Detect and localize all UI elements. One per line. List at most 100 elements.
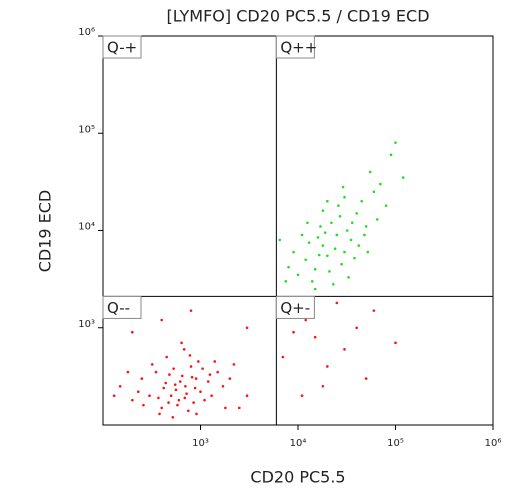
- x-tick-label: 10³: [192, 438, 209, 449]
- point: [363, 233, 366, 237]
- point: [203, 398, 206, 402]
- point: [177, 398, 181, 402]
- point: [304, 318, 308, 322]
- point: [195, 412, 198, 416]
- point: [126, 370, 130, 374]
- point: [157, 396, 160, 400]
- point: [150, 363, 154, 366]
- point: [142, 403, 145, 407]
- point: [330, 221, 333, 225]
- point: [213, 360, 217, 363]
- point: [169, 394, 173, 398]
- point: [245, 394, 249, 398]
- quadrant-box: [275, 295, 315, 319]
- point: [331, 282, 335, 286]
- quadrant-box: [275, 35, 315, 59]
- point: [167, 401, 170, 404]
- point: [337, 204, 340, 207]
- point: [343, 348, 346, 351]
- point: [333, 247, 337, 250]
- point: [284, 280, 288, 283]
- point: [307, 241, 311, 244]
- point: [112, 394, 116, 398]
- y-tick-label: 10⁵: [78, 124, 95, 135]
- point: [366, 250, 370, 254]
- point: [341, 185, 345, 189]
- quadrant-label: Q+-: [280, 299, 310, 317]
- point: [165, 355, 168, 359]
- point: [221, 385, 225, 388]
- point: [313, 335, 317, 339]
- point: [131, 330, 134, 334]
- point: [162, 386, 166, 390]
- point: [355, 326, 359, 330]
- point: [321, 244, 325, 247]
- point: [394, 341, 397, 345]
- point: [317, 253, 321, 257]
- point: [313, 287, 317, 291]
- point: [310, 280, 314, 283]
- point: [347, 276, 350, 279]
- point: [154, 370, 158, 374]
- point: [364, 377, 368, 380]
- point: [350, 221, 354, 225]
- point: [306, 221, 309, 225]
- point: [206, 380, 210, 383]
- point: [224, 406, 227, 410]
- point: [345, 229, 349, 232]
- point: [323, 231, 327, 234]
- point: [326, 199, 329, 203]
- point: [321, 385, 325, 388]
- point: [335, 301, 339, 305]
- point: [228, 377, 232, 380]
- x-tick-label: 10⁴: [290, 438, 307, 449]
- point: [372, 309, 376, 312]
- point: [384, 204, 388, 207]
- y-tick-label: 10³: [78, 319, 95, 330]
- point: [357, 244, 361, 247]
- point: [375, 218, 379, 221]
- quadrant-label: Q--: [107, 299, 130, 317]
- point: [190, 375, 194, 379]
- point: [313, 267, 317, 271]
- y-axis-label: CD19 ECD: [36, 190, 55, 273]
- point: [178, 380, 182, 383]
- point: [140, 377, 144, 380]
- x-tick-label: 10⁶: [485, 438, 502, 449]
- point: [278, 238, 282, 242]
- point: [316, 236, 320, 239]
- point: [300, 394, 304, 398]
- point: [192, 401, 195, 404]
- x-tick-label: 10⁵: [387, 438, 404, 449]
- point: [368, 170, 372, 174]
- point: [292, 330, 295, 334]
- point: [180, 374, 184, 378]
- point: [353, 256, 356, 260]
- point: [364, 225, 368, 228]
- point: [168, 373, 171, 376]
- point: [189, 309, 193, 312]
- point: [210, 394, 213, 398]
- point: [237, 406, 241, 410]
- point: [321, 209, 325, 212]
- point: [281, 355, 285, 359]
- point: [184, 385, 187, 388]
- point: [287, 265, 290, 269]
- point: [296, 273, 300, 277]
- point: [360, 199, 363, 203]
- x-axis-label: CD20 PC5.5: [250, 468, 345, 487]
- point: [118, 385, 122, 388]
- point: [160, 318, 164, 322]
- quadrant-box: [102, 295, 142, 319]
- points: [112, 141, 405, 419]
- point: [193, 386, 197, 390]
- point: [292, 250, 295, 254]
- point: [389, 153, 393, 157]
- point: [173, 383, 177, 386]
- quadrant-label: Q++: [280, 39, 317, 57]
- point: [194, 377, 198, 380]
- point: [340, 262, 343, 266]
- point: [319, 225, 322, 228]
- point: [335, 233, 339, 237]
